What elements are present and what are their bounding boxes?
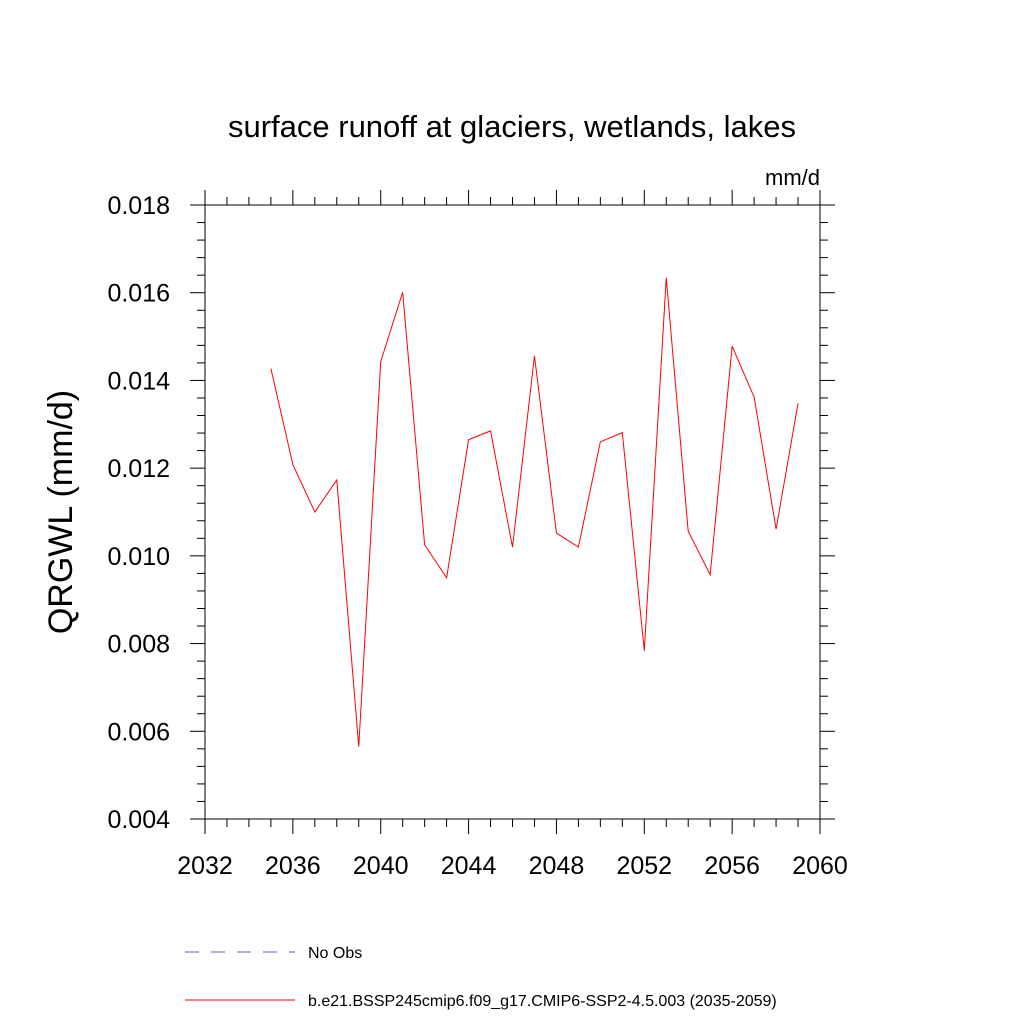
- y-tick-label: 0.018: [107, 192, 170, 220]
- y-tick-label: 0.004: [107, 806, 170, 834]
- legend-label-simulation: b.e21.BSSP245cmip6.f09_g17.CMIP6-SSP2-4.…: [308, 993, 777, 1010]
- x-tick-label: 2036: [265, 852, 321, 880]
- x-tick-label: 2060: [792, 852, 848, 880]
- x-tick-label: 2052: [616, 852, 672, 880]
- x-tick-label: 2048: [529, 852, 585, 880]
- x-tick-label: 2056: [704, 852, 760, 880]
- y-tick-label: 0.006: [107, 718, 170, 746]
- y-tick-label: 0.012: [107, 455, 170, 483]
- y-tick-label: 0.010: [107, 543, 170, 571]
- y-tick-labels: 0.004 0.006 0.008 0.010 0.012 0.014 0.016 0.018: [107, 192, 170, 834]
- y-axis-label: QRGWL (mm/d): [42, 390, 80, 634]
- x-tick-labels: 2032 2036 2040 2044 2048 2052 2056 2060: [177, 852, 848, 880]
- x-tick-label: 2032: [177, 852, 233, 880]
- axis-ticks: [190, 190, 835, 834]
- y-tick-label: 0.008: [107, 631, 170, 659]
- chart-title: surface runoff at glaciers, wetlands, la…: [228, 109, 796, 144]
- y-tick-label: 0.014: [107, 367, 170, 395]
- legend: No Obs b.e21.BSSP245cmip6.f09_g17.CMIP6-…: [185, 945, 777, 1010]
- plot-frame: [204, 204, 821, 820]
- series-layer: [270, 277, 799, 747]
- legend-label-no-obs: No Obs: [308, 945, 362, 962]
- series-line: [270, 277, 799, 747]
- x-tick-label: 2044: [441, 852, 497, 880]
- y-tick-label: 0.016: [107, 280, 170, 308]
- units-label: mm/d: [765, 165, 820, 190]
- x-tick-label: 2040: [353, 852, 409, 880]
